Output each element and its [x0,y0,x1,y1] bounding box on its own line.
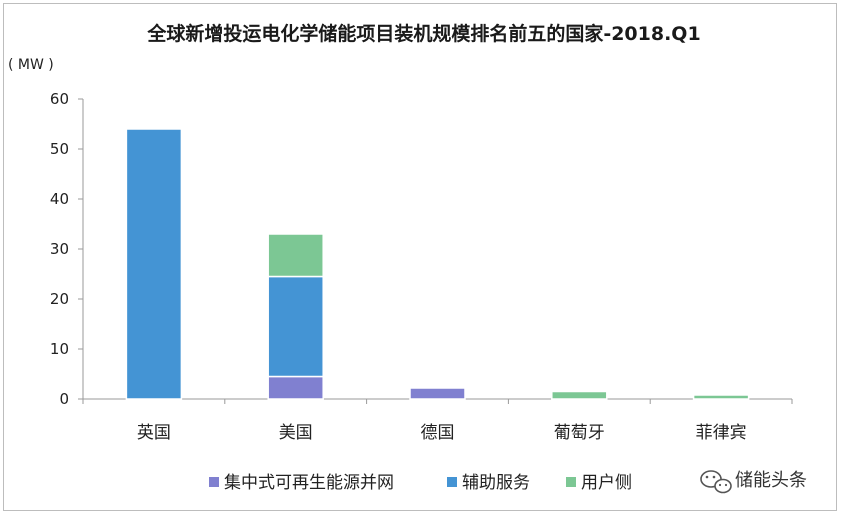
y-tick-label: 30 [50,240,69,258]
y-tick-labels: 0 10 20 30 40 50 60 [50,90,69,408]
axes [78,98,793,404]
x-category-label: 菲律宾 [696,423,747,443]
bar-segment [551,390,608,400]
y-axis-unit: ( MW ) [8,57,54,73]
x-category-label: 葡萄牙 [554,423,605,443]
x-category-label: 美国 [279,423,313,443]
legend-swatch [447,477,457,487]
watermark-text: 储能头条 [735,470,807,491]
bar-segment [692,394,750,400]
bar-segment [267,275,324,378]
legend-label: 辅助服务 [462,473,530,493]
wechat-icon [700,470,732,494]
y-tick-label: 0 [59,390,69,408]
bar-segment [409,387,466,400]
x-category-label: 英国 [137,423,171,443]
y-tick-label: 40 [50,190,69,208]
chart-title: 全球新增投运电化学储能项目装机规模排名前五的国家-2018.Q1 [146,22,700,45]
y-tick-label: 10 [50,340,69,358]
bar-segment [125,128,183,400]
legend-swatch [566,477,576,487]
bar-segment [267,375,324,400]
legend-swatch [209,477,219,487]
y-tick-label: 20 [50,290,69,308]
x-category-labels: 英国 美国 德国 葡萄牙 菲律宾 [137,423,747,443]
x-category-label: 德国 [421,423,455,443]
legend-label: 用户侧 [581,473,632,493]
bar-segment [267,233,324,278]
watermark: 储能头条 [700,470,807,494]
legend: 集中式可再生能源并网 辅助服务 用户侧 [209,473,632,493]
y-tick-label: 60 [50,90,69,108]
y-tick-label: 50 [50,140,69,158]
legend-label: 集中式可再生能源并网 [224,473,394,493]
bars [125,128,750,400]
